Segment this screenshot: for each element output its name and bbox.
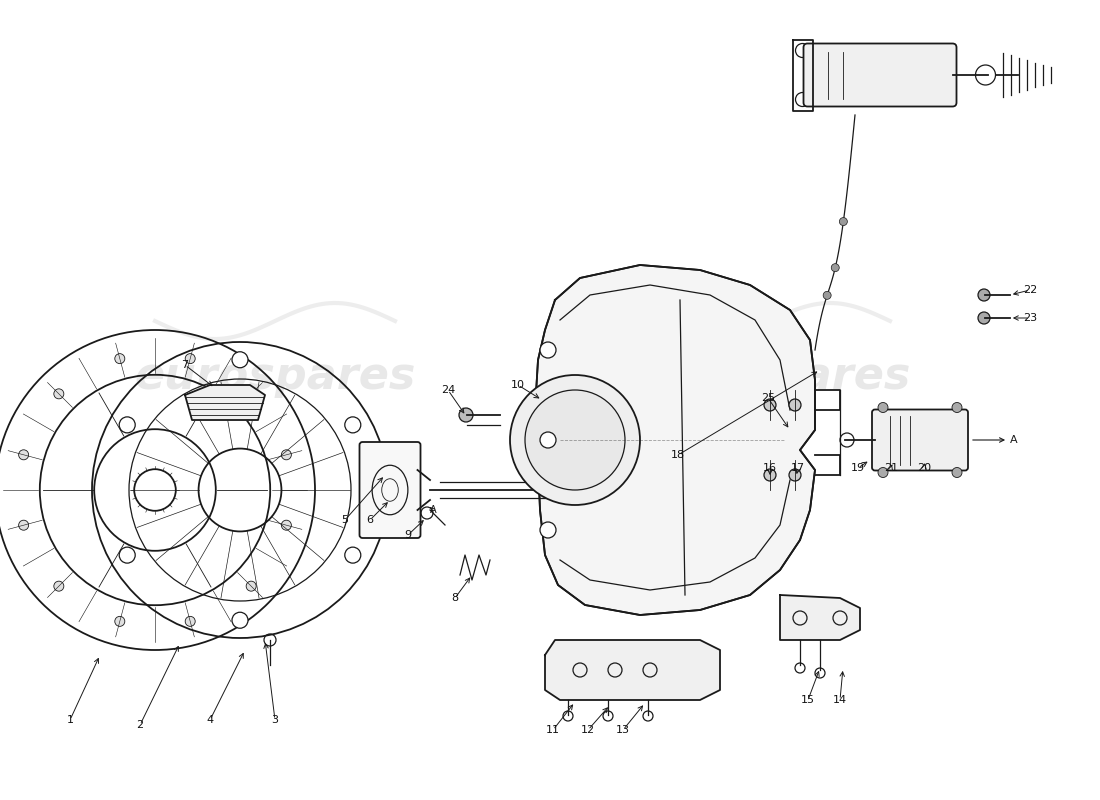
Text: 13: 13 [616,725,630,735]
Circle shape [114,616,124,626]
Circle shape [832,264,839,272]
Circle shape [540,342,556,358]
Circle shape [54,581,64,591]
Polygon shape [185,385,265,420]
Text: A: A [430,505,437,515]
Circle shape [246,389,256,399]
Circle shape [114,354,124,364]
Text: 16: 16 [763,463,777,473]
Polygon shape [780,595,860,640]
Text: 15: 15 [801,695,815,705]
Circle shape [119,547,135,563]
Circle shape [534,391,548,405]
Text: 10: 10 [512,380,525,390]
Circle shape [978,289,990,301]
Circle shape [282,450,292,460]
Text: 2: 2 [136,720,144,730]
Text: 21: 21 [884,463,898,473]
Circle shape [540,522,556,538]
Circle shape [764,399,776,411]
Text: 25: 25 [761,393,776,403]
Circle shape [823,291,832,299]
Circle shape [459,408,473,422]
Circle shape [510,375,640,505]
Text: 5: 5 [341,515,349,525]
Text: eurospares: eurospares [134,354,416,398]
Circle shape [978,312,990,324]
Text: 20: 20 [917,463,931,473]
Circle shape [839,218,847,226]
Circle shape [789,399,801,411]
Circle shape [789,469,801,481]
FancyBboxPatch shape [360,442,420,538]
Polygon shape [535,265,815,615]
Text: eurospares: eurospares [629,354,911,398]
Circle shape [878,467,888,478]
Circle shape [525,390,625,490]
Text: A: A [1010,435,1018,445]
Circle shape [540,432,556,448]
Text: 22: 22 [1023,285,1037,295]
Text: 1: 1 [66,715,74,725]
Text: 9: 9 [405,530,411,540]
Circle shape [344,417,361,433]
Text: 3: 3 [272,715,278,725]
Circle shape [952,402,962,413]
Circle shape [54,389,64,399]
Text: 7: 7 [182,360,188,370]
Text: 4: 4 [207,715,213,725]
Text: 24: 24 [441,385,455,395]
Text: 8: 8 [451,593,459,603]
Text: 14: 14 [833,695,847,705]
Circle shape [344,547,361,563]
Polygon shape [544,640,720,700]
Circle shape [19,520,29,530]
FancyBboxPatch shape [803,43,957,106]
Text: 6: 6 [366,515,374,525]
Text: 17: 17 [791,463,805,473]
Circle shape [185,354,195,364]
Circle shape [878,402,888,413]
Circle shape [119,417,135,433]
Text: 11: 11 [546,725,560,735]
Text: 18: 18 [671,450,685,460]
Circle shape [246,581,256,591]
Circle shape [952,467,962,478]
Text: 12: 12 [581,725,595,735]
Circle shape [232,352,248,368]
Circle shape [232,612,248,628]
Text: 19: 19 [851,463,865,473]
FancyBboxPatch shape [872,410,968,470]
Circle shape [19,450,29,460]
Text: 23: 23 [1023,313,1037,323]
Circle shape [185,616,195,626]
Circle shape [282,520,292,530]
Circle shape [764,469,776,481]
